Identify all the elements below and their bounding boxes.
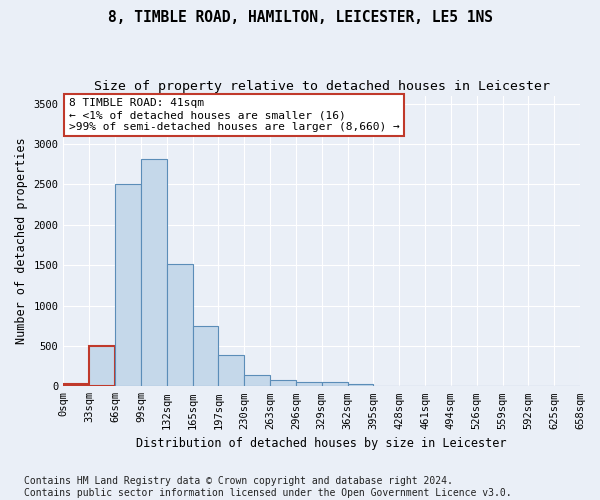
Bar (296, 382, 322, 386)
Bar (115, 184, 141, 386)
Bar (244, 375, 270, 386)
Bar (322, 382, 347, 386)
Bar (89, 346, 115, 387)
Title: Size of property relative to detached houses in Leicester: Size of property relative to detached ho… (94, 80, 550, 93)
Text: Contains HM Land Registry data © Crown copyright and database right 2024.
Contai: Contains HM Land Registry data © Crown c… (24, 476, 512, 498)
Text: 8 TIMBLE ROAD: 41sqm
← <1% of detached houses are smaller (16)
>99% of semi-deta: 8 TIMBLE ROAD: 41sqm ← <1% of detached h… (68, 98, 400, 132)
X-axis label: Distribution of detached houses by size in Leicester: Distribution of detached houses by size … (136, 437, 507, 450)
Bar (270, 380, 296, 386)
Text: 8, TIMBLE ROAD, HAMILTON, LEICESTER, LE5 1NS: 8, TIMBLE ROAD, HAMILTON, LEICESTER, LE5… (107, 10, 493, 25)
Bar (193, 326, 218, 386)
Y-axis label: Number of detached properties: Number of detached properties (15, 138, 28, 344)
Bar (141, 158, 167, 386)
Bar (218, 355, 244, 386)
Bar (64, 384, 89, 386)
Bar (347, 384, 373, 386)
Bar (167, 264, 193, 386)
